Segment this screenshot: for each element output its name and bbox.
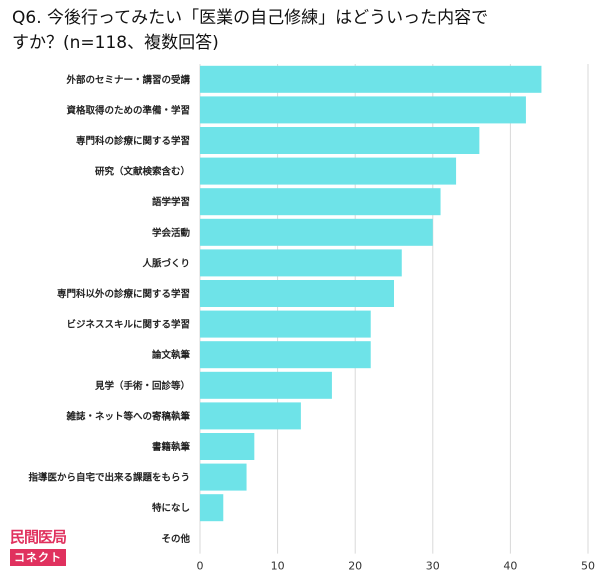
x-tick-label: 30 [426, 560, 440, 573]
category-label: 資格取得のための準備・学習 [66, 104, 190, 116]
logo-text-bottom: コネクト [10, 549, 66, 566]
category-label: 雑誌・ネット等への寄稿執筆 [65, 410, 190, 422]
category-label: 語学学習 [152, 196, 190, 208]
bar [200, 433, 255, 460]
x-tick-label: 0 [197, 560, 204, 573]
x-tick-label: 10 [271, 560, 285, 573]
x-tick-label: 20 [348, 560, 362, 573]
chart-title: Q6. 今後行ってみたい「医業の自己修練」はどういった内容ですか？(n=118、… [12, 8, 489, 53]
category-label: 見学（手術・回診等） [94, 380, 190, 392]
category-label: 書籍執筆 [152, 441, 191, 453]
bar [200, 341, 371, 369]
bar [200, 310, 371, 338]
category-label: 外部のセミナー・講習の受講 [65, 74, 190, 86]
x-tick-label: 40 [503, 560, 517, 573]
category-label: その他 [161, 533, 190, 545]
bar [200, 402, 301, 430]
x-tick-label: 50 [581, 560, 595, 573]
category-label: ビジネススキルに関する学習 [66, 319, 190, 331]
brand-logo: 民間医局 コネクト [10, 528, 72, 568]
category-label: 論文執筆 [152, 349, 191, 361]
category-label: 専門科の診療に関する学習 [76, 135, 190, 147]
bar [200, 157, 457, 185]
category-label: 研究（文献検索含む） [95, 166, 190, 178]
bar [200, 249, 402, 277]
bar [200, 96, 526, 124]
category-label: 特になし [152, 502, 190, 514]
bar [200, 127, 480, 154]
bar [200, 371, 332, 399]
bar [200, 218, 433, 246]
category-label: 指導医から自宅で出来る課題をもらう [28, 472, 190, 484]
bar [200, 280, 394, 307]
category-label: 人脈づくり [142, 257, 190, 269]
logo-text-top: 民間医局 [10, 528, 67, 546]
bar [200, 494, 224, 522]
bar [200, 65, 542, 93]
bar [200, 463, 247, 491]
category-label: 学会活動 [152, 227, 191, 239]
bar [200, 188, 441, 216]
category-label: 専門科以外の診療に関する学習 [57, 288, 190, 300]
